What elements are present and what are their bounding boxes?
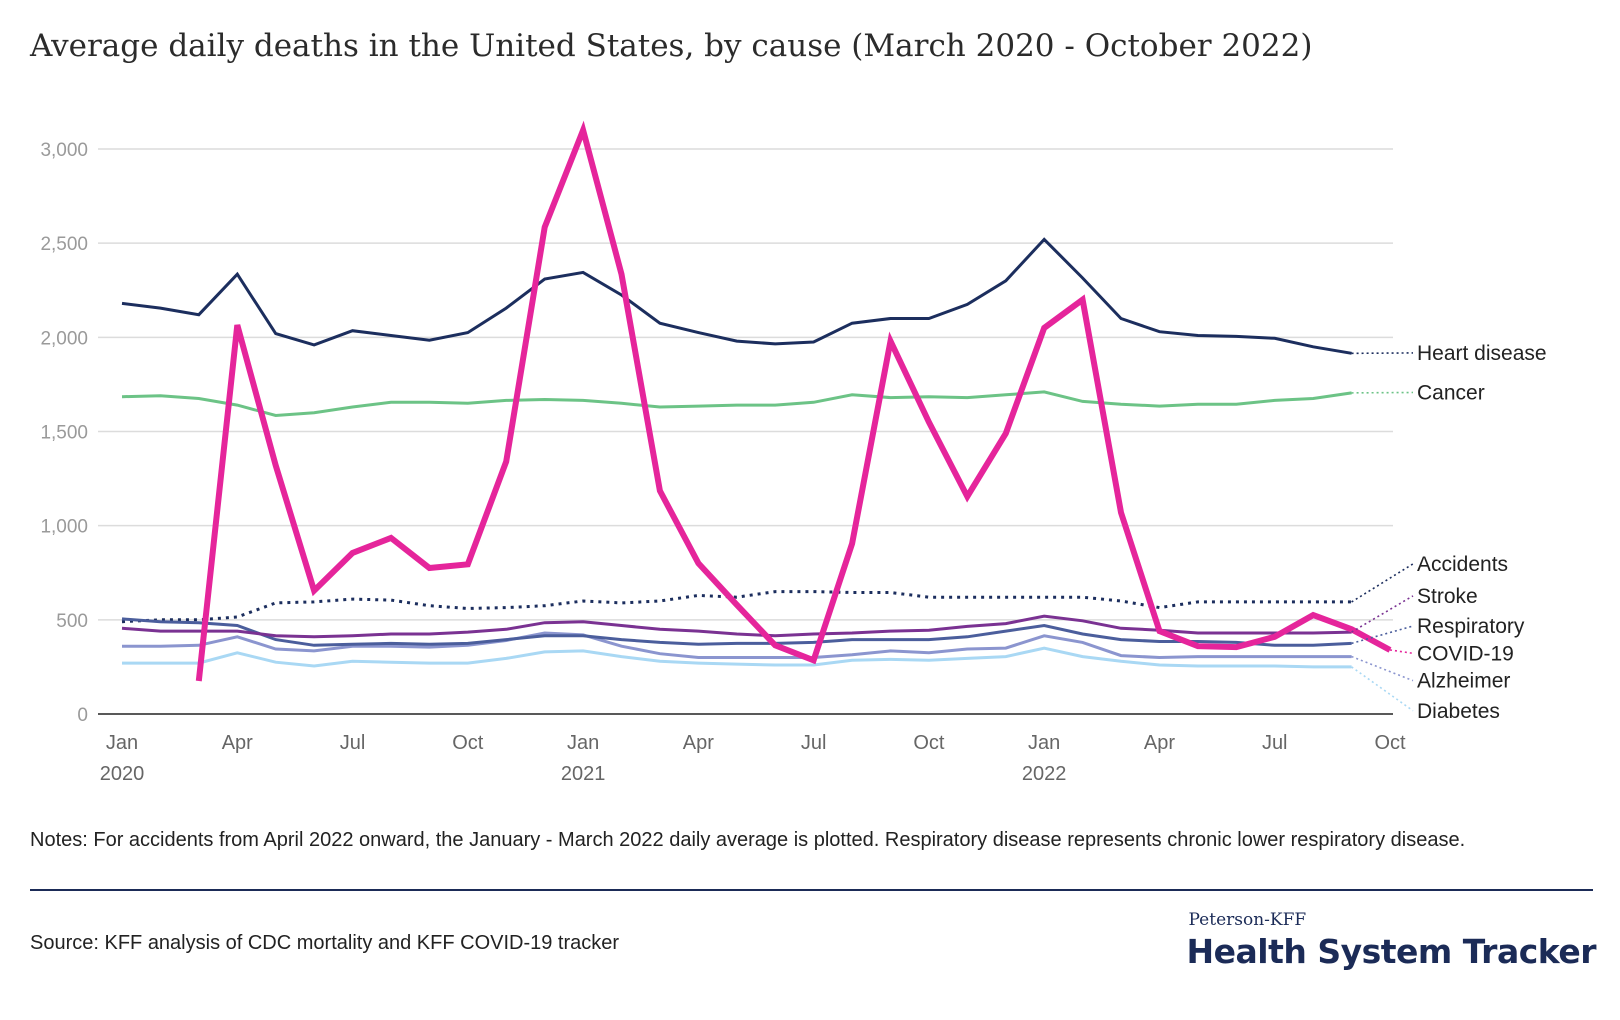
x-tick-label: Oct <box>452 732 484 754</box>
series-line-diabetes <box>122 646 1352 669</box>
x-tick-label: Jan <box>1028 732 1060 754</box>
divider <box>30 889 1593 891</box>
x-tick-label: Jul <box>1262 732 1288 754</box>
chart-title: Average daily deaths in the United State… <box>30 28 1313 64</box>
x-tick-label: Jan <box>567 732 599 754</box>
brand-name-small: Peterson-KFF <box>1188 910 1307 930</box>
line-chart: 0 500 1,000 1,500 2,000 2,500 3,000 Jan 2020 Apr… <box>40 120 1547 785</box>
y-tick-label: 1,000 <box>40 517 88 538</box>
y-tick-label: 3,000 <box>40 140 88 161</box>
x-tick-label: Apr <box>683 732 714 754</box>
x-tick-label: Oct <box>913 732 945 754</box>
label-leader <box>1351 666 1414 712</box>
y-tick-label: 2,000 <box>40 328 88 349</box>
x-tick-label: Jul <box>801 732 827 754</box>
series-line-stroke <box>121 614 1352 639</box>
x-tick-label: Apr <box>1144 732 1175 754</box>
label-leader <box>1389 649 1414 655</box>
series-label-stroke: Stroke <box>1417 585 1478 608</box>
x-tick-year: 2021 <box>561 763 606 785</box>
y-tick-label: 1,500 <box>40 423 88 444</box>
label-leader <box>1351 563 1414 603</box>
series-labels: Heart disease Cancer Accidents Stroke Respir… <box>1351 342 1547 723</box>
y-tick-label: 500 <box>56 611 88 632</box>
series-line-accidents <box>121 590 1352 624</box>
label-leader <box>1351 595 1414 633</box>
x-tick-label: Jan <box>106 732 138 754</box>
series-line-respiratory <box>121 617 1352 647</box>
label-leader <box>1351 625 1414 645</box>
gridlines <box>98 148 1393 715</box>
y-tick-label: 2,500 <box>40 234 88 255</box>
x-tick-label: Apr <box>222 732 253 754</box>
series-lines <box>121 120 1392 682</box>
x-tick-year: 2022 <box>1022 763 1067 785</box>
series-label-accidents: Accidents <box>1417 553 1508 576</box>
label-leader <box>1351 655 1414 682</box>
y-tick-label: 0 <box>77 705 88 726</box>
series-label-respiratory: Respiratory <box>1417 615 1525 638</box>
series-label-heart-disease: Heart disease <box>1417 342 1547 365</box>
series-label-diabetes: Diabetes <box>1417 700 1500 723</box>
x-tick-year: 2020 <box>100 763 145 785</box>
chart-source: Source: KFF analysis of CDC mortality an… <box>30 932 620 954</box>
x-tick-label: Oct <box>1374 732 1406 754</box>
series-label-covid-19: COVID-19 <box>1417 642 1514 665</box>
brand-logo: Peterson-KFF Health System Tracker <box>1187 910 1597 971</box>
series-label-cancer: Cancer <box>1417 381 1485 404</box>
x-tick-label: Jul <box>340 732 366 754</box>
brand-name-big: Health System Tracker <box>1186 932 1597 971</box>
y-axis: 0 500 1,000 1,500 2,000 2,500 3,000 <box>40 140 88 726</box>
series-line-heart-disease <box>121 237 1352 355</box>
chart-notes: Notes: For accidents from April 2022 onw… <box>30 829 1466 851</box>
series-label-alzheimer: Alzheimer <box>1417 670 1510 693</box>
x-axis: Jan 2020 Apr Jul Oct Jan 2021 Apr Jul Oct Jan 2022 A… <box>100 732 1406 785</box>
series-line-cancer <box>121 390 1352 418</box>
series-line-alzheimer <box>122 631 1352 660</box>
series-line-covid-19 <box>195 120 1392 682</box>
